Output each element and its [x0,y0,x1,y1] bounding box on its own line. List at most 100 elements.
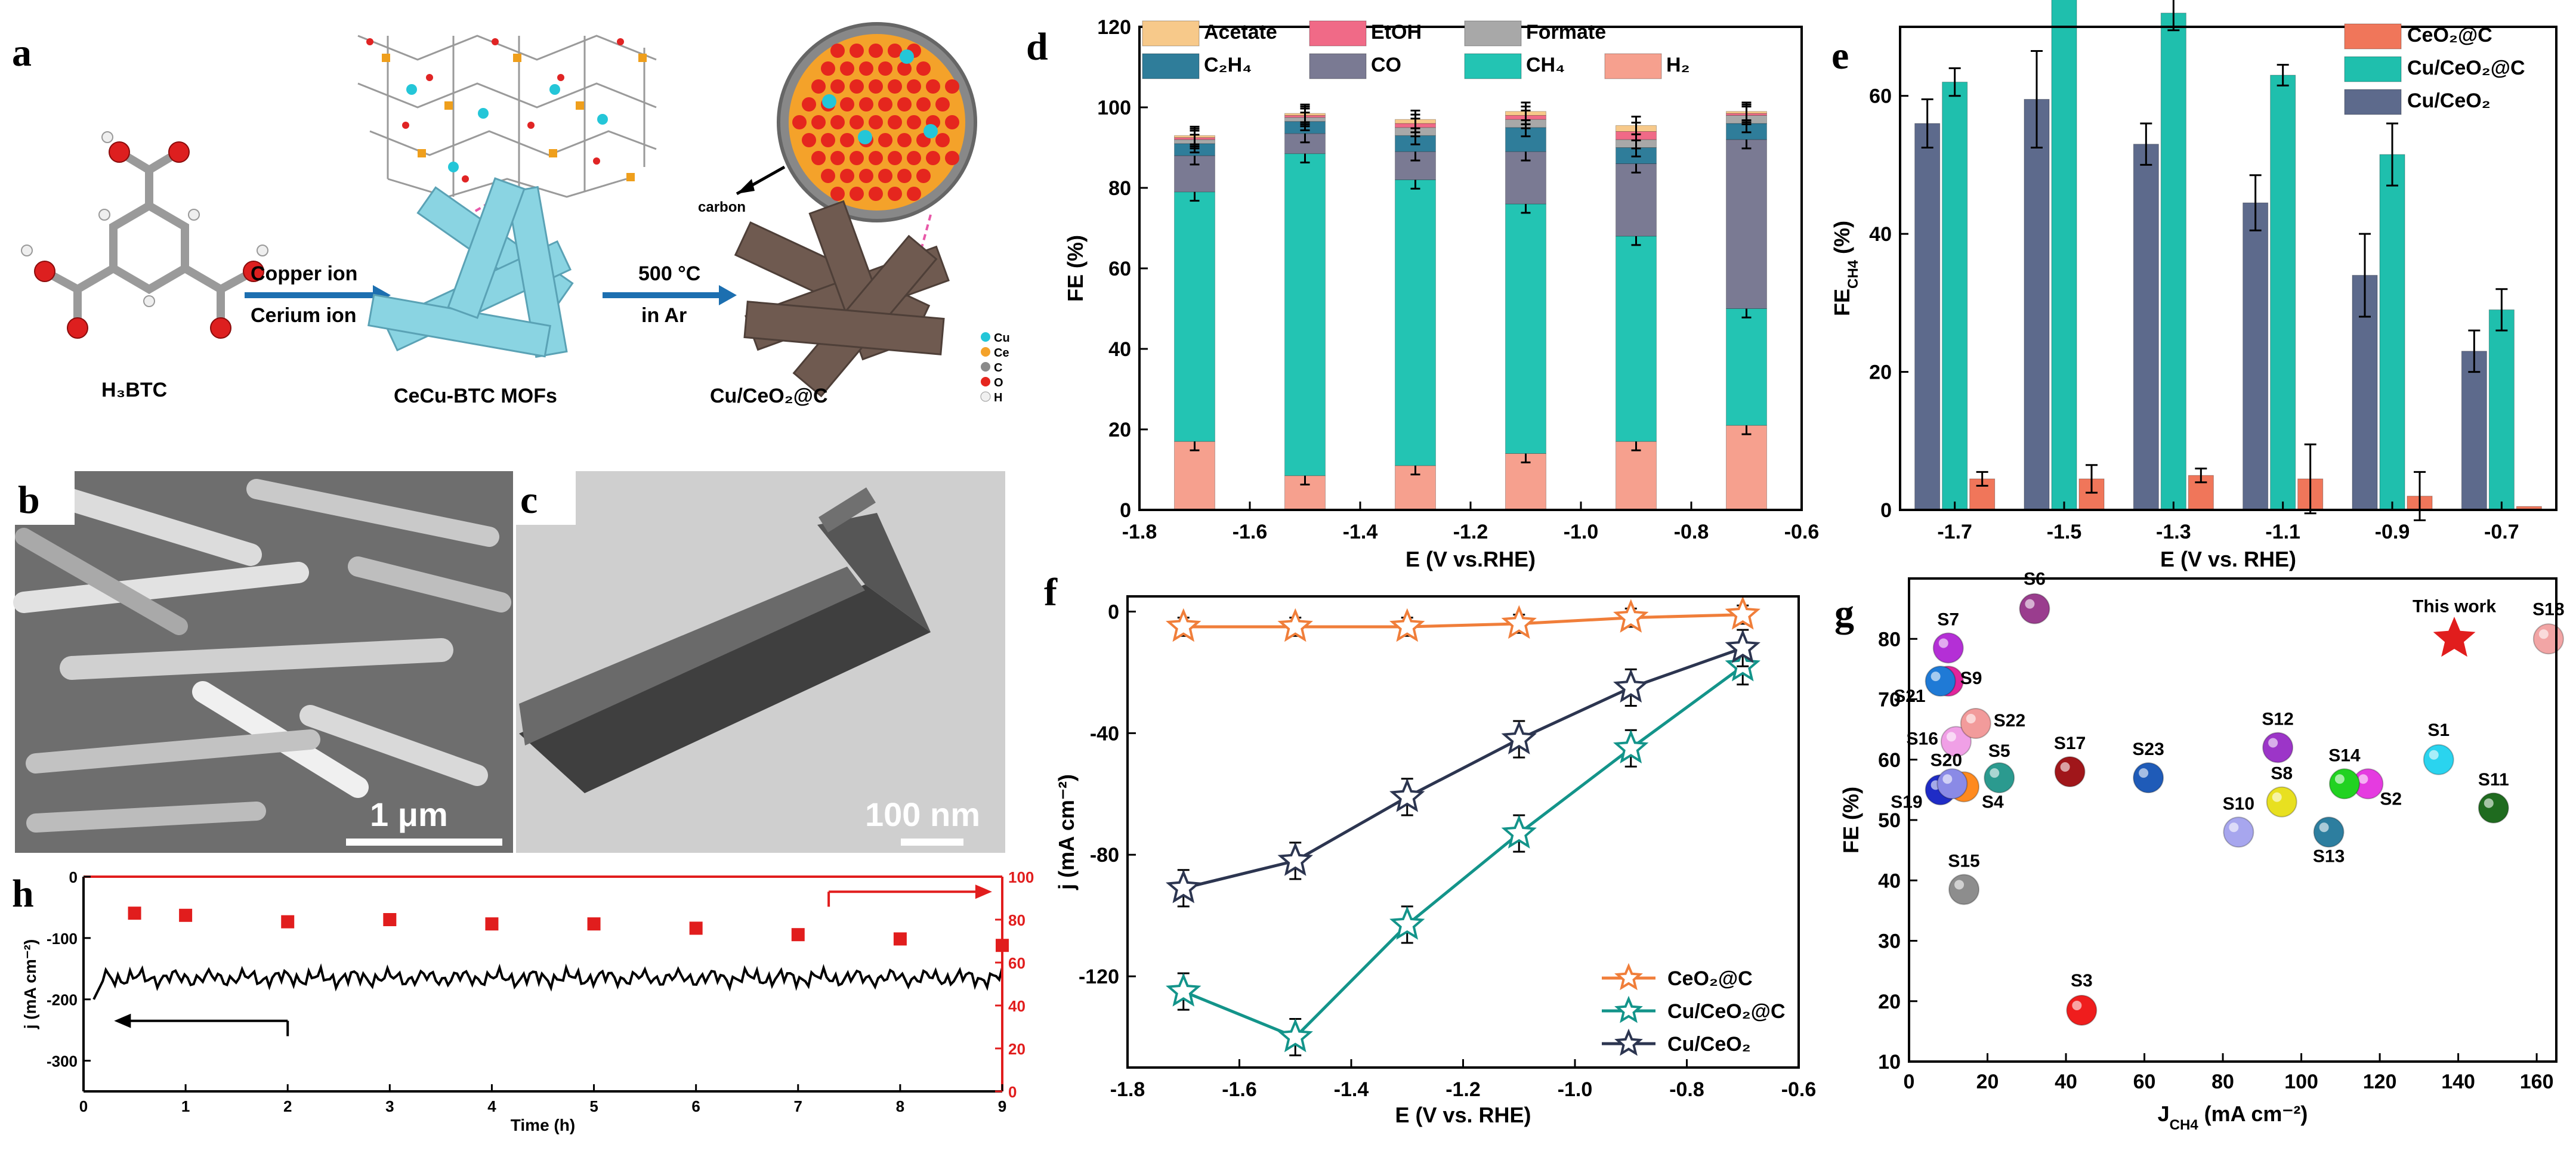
legend-swatch-etoh [1309,20,1367,47]
x-tick-label: 8 [896,1097,904,1115]
fe-point-0 [128,907,141,920]
fe-point-6 [689,921,703,935]
panel-label-h: h [12,872,34,915]
point-label-s7: S7 [1937,610,1959,629]
panel-e-fe-ch4-bar-chart: e -1.7 -1.5 -1.3 -1.1 -0.9 -0.7 0 20 40 60 E (V vs… [1830,0,2558,571]
point-s10 [2223,816,2254,848]
atom [878,169,892,183]
y-tick-label: -200 [47,991,78,1009]
point-highlight-s13 [2319,822,2329,833]
y-axis-title: FE (%) [1063,235,1088,302]
mof-label: CeCu-BTC MOFs [394,385,557,407]
y-tick-label: 70 [1878,689,1901,711]
point-label-s16: S16 [1907,729,1938,748]
bar-0-5 [2461,351,2487,511]
atom [840,97,854,112]
legend-label-c2h4: C₂H₄ [1204,54,1252,76]
marker-1-2 [1389,906,1425,940]
x-tick-label: -1.6 [1233,521,1268,543]
y-tick-label: 60 [1108,258,1131,280]
y-tick-label: 60 [1869,85,1892,108]
atom [945,151,959,165]
atom [792,115,807,129]
atom [945,115,959,129]
y-tick-label: 40 [1108,338,1131,361]
y2-tick-label: 40 [1008,997,1026,1015]
x-tick-label: -1.2 [1453,521,1488,543]
atom [916,61,931,76]
bar-0-0 [1914,123,1941,511]
bar-0-2 [2133,144,2159,511]
fe-point-4 [485,917,499,931]
y-axis-title: j (mA cm⁻²) [1054,774,1079,890]
cu-atom [822,94,836,109]
bar-1-2 [2160,13,2186,511]
y-tick-label: 0 [1108,601,1119,623]
atom [888,187,902,201]
y-tick-label: 20 [1108,419,1131,441]
y-tick-label: 20 [1869,361,1892,384]
atom [888,151,902,165]
atom [850,79,864,94]
atom [821,61,835,76]
y-tick-label: 10 [1878,1051,1901,1073]
atom [830,151,845,165]
legend-label-2: Cu/CeO₂ [1667,1033,1751,1056]
x-tick-label: 2 [283,1097,292,1115]
panel-b-sem-image: b 1 μm [13,471,513,853]
atom [926,79,940,94]
point-s3 [2066,994,2098,1026]
point-label-s13: S13 [2313,846,2345,866]
legend-swatch-h2 [1604,53,1662,79]
point-highlight-s17 [2060,762,2070,772]
bar-1-1 [2051,0,2077,511]
point-s13 [2313,816,2345,848]
point-label-s2: S2 [2380,789,2402,809]
panel-label-f: f [1044,571,1058,614]
marker-2-1 [1277,842,1313,876]
cu-atom [923,124,938,138]
atom [811,115,826,129]
y2-tick-label: 100 [1008,868,1034,886]
atom [802,97,816,112]
point-highlight-s8 [2272,792,2282,802]
x-tick-label: -0.7 [2484,521,2519,543]
bar-ch4-5 [1726,308,1767,426]
bar-ch4-1 [1284,153,1326,477]
atom [821,133,835,147]
x-tick-label: -0.6 [1781,1078,1817,1101]
product-label: Cu/CeO₂@C [710,385,828,407]
atom [926,151,940,165]
point-s17 [2054,756,2086,787]
series-line-0 [1183,613,1743,629]
point-highlight-s2 [2358,774,2368,784]
atom [859,61,873,76]
bar-1-4 [2379,154,2405,511]
atom [945,79,959,94]
y-axis-title: j (mA cm⁻²) [21,939,39,1030]
y2-tick-label: 20 [1008,1040,1026,1058]
panel-h-stability-chart: h 0 1 2 3 4 5 6 7 8 90-100-200-300020406080100Tim… [12,868,1034,1134]
y-tick-label: -80 [1090,844,1119,867]
fe-point-5 [587,917,601,931]
scale-bar-c: 100 nm [865,796,980,833]
x-tick-label: -1.5 [2047,521,2082,543]
point-highlight-s22 [1966,714,1976,723]
plot-frame [1899,26,2558,511]
bar-ch4-2 [1395,180,1436,466]
point-highlight-s11 [2484,798,2494,808]
point-highlight-s15 [1954,880,1965,890]
product-zoom-circle: carbon [698,22,977,281]
y-tick-label: 40 [1878,870,1901,892]
x-tick-label: -1.4 [1334,1078,1369,1101]
marker-0-1 [1277,608,1313,642]
point-highlight-s16 [1946,732,1956,742]
marker-2-2 [1389,778,1425,812]
bar-h2-5 [1726,425,1767,511]
legend-label-etoh: EtOH [1371,21,1422,44]
legend-label-1: Cu/CeO₂@C [1667,1000,1786,1023]
legend-ce: Ce [994,346,1009,360]
series-line-1 [1182,665,1744,1039]
x-tick-label: 1 [181,1097,190,1115]
atom [830,115,845,129]
